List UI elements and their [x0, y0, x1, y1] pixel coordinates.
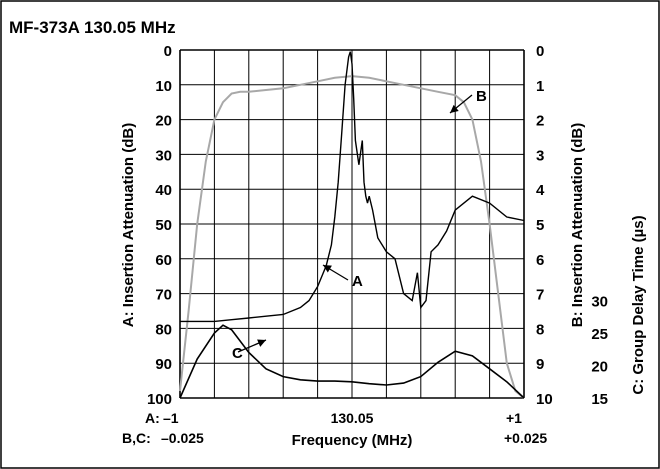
y-right-b-tick-label: 4: [536, 182, 545, 199]
annotation-label-a: A: [352, 273, 363, 290]
y-axis-right-b-title: B: Insertion Attenuation (dB): [569, 123, 586, 327]
y-left-tick-label: 10: [155, 78, 172, 95]
x-row-a-prefix: A:: [145, 410, 160, 426]
annotation-arrow-head: [323, 265, 332, 273]
y-right-b-tick-label: 5: [536, 217, 544, 234]
y-left-tick-label: 70: [155, 287, 172, 304]
y-left-tick-label: 30: [155, 147, 172, 164]
y-right-b-tick-label: 9: [536, 356, 544, 373]
y-left-tick-label: 100: [147, 391, 172, 408]
x-row-bc-prefix: B,C:: [122, 430, 151, 446]
y-right-c-tick-label: 20: [591, 359, 608, 376]
tick-labels: 0 10 20 30 40 50 60 70 80 90 100 0 1 2 3 4 5 6 7 8 9 10 30 25 20…: [147, 43, 608, 408]
annotation-label-c: C: [232, 345, 243, 362]
chart-title: MF-373A 130.05 MHz: [9, 18, 176, 37]
series-c-line: [179, 324, 525, 399]
y-right-b-tick-label: 3: [536, 147, 544, 164]
y-left-tick-label: 60: [155, 252, 172, 269]
y-right-c-tick-label: 30: [591, 294, 608, 311]
y-right-b-tick-label: 8: [536, 321, 544, 338]
x-row-a-left: –1: [163, 410, 179, 426]
x-row-a-right: +1: [506, 410, 522, 426]
x-row-bc-right: +0.025: [504, 430, 547, 446]
series-a-line: [180, 51, 525, 323]
y-left-tick-label: 50: [155, 217, 172, 234]
y-axis-right-c-title: C: Group Delay Time (µs): [630, 215, 647, 394]
x-row-a-center: 130.05: [331, 410, 374, 426]
y-right-b-tick-label: 2: [536, 113, 544, 130]
y-left-tick-label: 20: [155, 113, 172, 130]
annotations: A B C: [232, 88, 487, 362]
y-right-c-tick-label: 25: [591, 326, 608, 343]
y-axis-left-title: A: Insertion Attenuation (dB): [120, 123, 137, 327]
y-right-b-tick-label: 10: [536, 391, 553, 408]
y-right-c-tick-label: 15: [591, 391, 608, 408]
annotation-arrow-head: [450, 104, 459, 113]
annotation-label-b: B: [476, 88, 487, 105]
y-left-tick-label: 40: [155, 182, 172, 199]
y-left-tick-label: 80: [155, 321, 172, 338]
x-row-bc-left: –0.025: [161, 430, 204, 446]
y-left-tick-label: 0: [164, 43, 172, 60]
y-left-tick-label: 90: [155, 356, 172, 373]
x-axis-title: Frequency (MHz): [292, 432, 413, 449]
y-right-b-tick-label: 7: [536, 287, 544, 304]
y-right-b-tick-label: 6: [536, 252, 544, 269]
y-right-b-tick-label: 1: [536, 78, 544, 95]
annotation-arrow-head: [257, 339, 266, 347]
y-right-b-tick-label: 0: [536, 43, 544, 60]
